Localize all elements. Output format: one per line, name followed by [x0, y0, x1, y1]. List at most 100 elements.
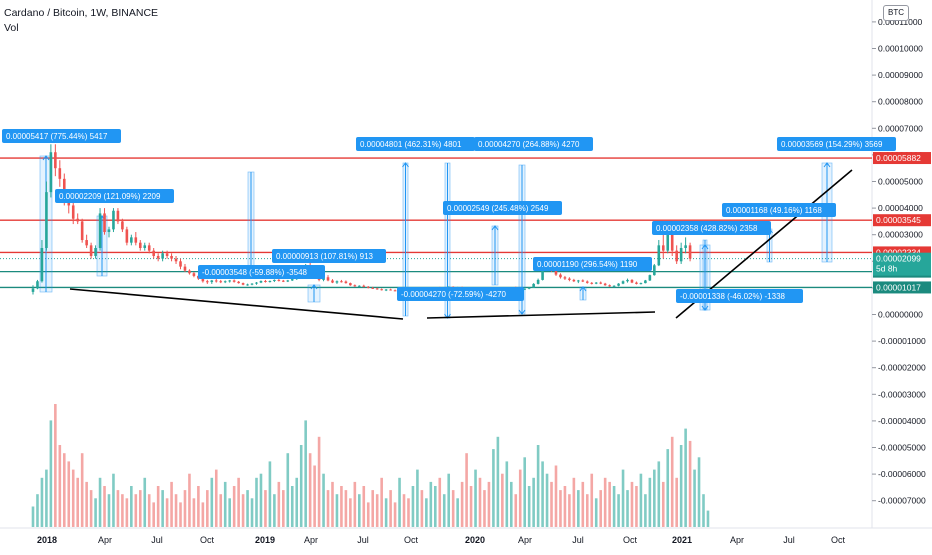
- measure-label-box[interactable]: [676, 289, 803, 303]
- x-tick-label: 2019: [255, 535, 275, 545]
- candle-body: [375, 288, 379, 290]
- candle-body: [326, 277, 330, 281]
- candle-body: [358, 285, 361, 287]
- candle-body: [594, 282, 598, 284]
- candle-body: [246, 284, 249, 286]
- candle-body: [684, 245, 687, 248]
- volume-bar: [286, 453, 290, 527]
- horizontal-levels[interactable]: 0.000058820.000035450.000023340.00001612…: [0, 152, 931, 294]
- volume-bar: [371, 490, 375, 527]
- y-tick-label: -0.00001000: [878, 336, 926, 346]
- trendline[interactable]: [426, 311, 656, 319]
- volume-bar: [478, 477, 482, 527]
- volume-bar: [451, 490, 455, 527]
- volume-bar: [563, 486, 567, 527]
- measure-arrow-head: [823, 162, 831, 168]
- measure-labels[interactable]: 0.00005417 (775.44%) 5417 0.00002209 (121…: [2, 129, 896, 303]
- volume-bar: [170, 481, 173, 527]
- volume-bar: [505, 461, 509, 527]
- measure-label-box[interactable]: [2, 129, 121, 143]
- measure-label-box[interactable]: [474, 137, 593, 151]
- candle-body: [648, 275, 652, 281]
- candle-body: [541, 267, 544, 280]
- candle-body: [85, 240, 88, 246]
- volume-bar: [492, 449, 495, 527]
- measure-arrow-head: [42, 155, 50, 161]
- measure-label-box[interactable]: [443, 201, 562, 215]
- candle-body: [527, 287, 531, 289]
- volume-bar: [635, 486, 638, 527]
- measure-label-box[interactable]: [55, 189, 174, 203]
- volume-bar: [322, 473, 325, 527]
- measure-arrow-head: [518, 309, 526, 315]
- volume-bar: [447, 473, 451, 527]
- candle-body: [201, 278, 205, 282]
- volume-bar: [210, 477, 214, 527]
- measure-label-box[interactable]: [722, 203, 836, 217]
- volume-bar: [313, 465, 316, 527]
- level-price-tag: [873, 214, 931, 227]
- volume-bar: [174, 494, 178, 527]
- candle-body: [138, 242, 142, 248]
- measure-label-box[interactable]: [533, 257, 652, 271]
- measure-label-box[interactable]: [356, 137, 475, 151]
- measure-label-box[interactable]: [397, 287, 524, 301]
- volume-bar: [603, 477, 607, 527]
- volume-bar: [644, 494, 647, 527]
- currency-badge[interactable]: BTC: [883, 5, 909, 21]
- measure-arrow-head: [579, 286, 587, 292]
- candle-body: [259, 280, 263, 283]
- volume-bar: [71, 469, 75, 527]
- candle-body: [192, 273, 196, 276]
- candle-body: [536, 279, 540, 284]
- volume-bar: [353, 481, 357, 527]
- candle-body: [54, 152, 57, 169]
- candle-body: [161, 253, 164, 259]
- trendline[interactable]: [69, 288, 404, 320]
- y-tick-label: 0.00004000: [878, 203, 923, 213]
- volume-bar: [80, 453, 84, 527]
- volume-bar: [393, 502, 397, 527]
- candle-body: [134, 237, 138, 243]
- volume-bar: [103, 486, 106, 527]
- measure-label-text: 0.00004801 (462.31%) 4801: [360, 140, 462, 149]
- volume-bar: [456, 498, 459, 527]
- candle-body: [80, 221, 84, 241]
- candle-body: [241, 283, 245, 285]
- volume-bar: [496, 436, 500, 527]
- candle-body: [143, 245, 147, 248]
- volume-bar: [577, 490, 580, 527]
- volume-bar: [273, 494, 276, 527]
- volume-bar: [380, 477, 383, 527]
- candle-body: [635, 282, 638, 284]
- measure-label-box[interactable]: [198, 265, 325, 279]
- volume-bar: [317, 436, 321, 527]
- x-axis[interactable]: 2018 Apr Jul Oct 2019 Apr Jul Oct 2020 Apr Jul Oct 2…: [37, 535, 846, 545]
- candle-body: [572, 279, 576, 282]
- volume-bar: [156, 486, 160, 527]
- volume-bar: [626, 490, 629, 527]
- volume-bar: [214, 469, 218, 527]
- volume-series: [31, 404, 710, 527]
- volume-bar: [40, 477, 44, 527]
- volume-bar: [550, 481, 553, 527]
- volume-bar: [545, 473, 549, 527]
- level-price-tag: [873, 152, 931, 165]
- volume-bar: [192, 498, 196, 527]
- level-price-label: 0.00005882: [876, 153, 921, 163]
- y-tick-label: 0.00003000: [878, 230, 923, 240]
- volume-bar: [670, 436, 674, 527]
- candle-body: [286, 280, 290, 282]
- volume-bar: [527, 486, 531, 527]
- measure-label-text: 0.00004270 (264.88%) 4270: [478, 140, 580, 149]
- measure-label-box[interactable]: [652, 221, 771, 235]
- measure-label-box[interactable]: [272, 249, 386, 263]
- volume-bar: [58, 445, 62, 527]
- measure-label-text: 0.00000913 (107.81%) 913: [276, 252, 374, 261]
- volume-bar: [366, 502, 370, 527]
- volume-bar: [679, 445, 683, 527]
- measure-label-box[interactable]: [777, 137, 896, 151]
